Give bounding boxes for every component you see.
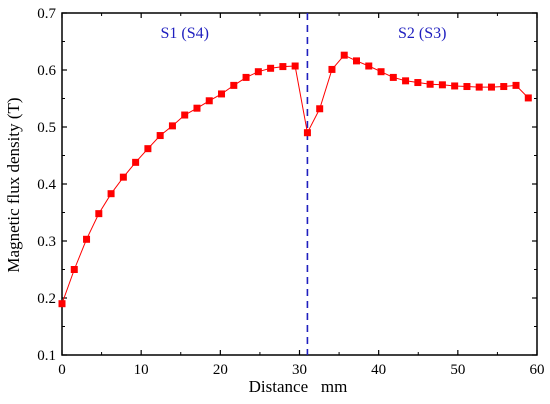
data-point <box>107 190 115 198</box>
data-point <box>426 80 434 88</box>
y-tick-label: 0.6 <box>37 63 56 79</box>
y-tick-label: 0.1 <box>37 348 56 364</box>
data-point <box>438 81 446 89</box>
data-point <box>451 82 459 90</box>
data-point <box>83 235 91 243</box>
data-point <box>132 158 140 166</box>
data-point <box>303 129 311 137</box>
series-line <box>61 54 529 304</box>
y-tick-label: 0.2 <box>37 291 56 307</box>
y-tick-label: 0.3 <box>37 234 56 250</box>
data-point <box>328 65 336 73</box>
region-label-s1: S1 (S4) <box>160 25 208 42</box>
data-point <box>230 81 238 89</box>
data-point <box>267 64 275 72</box>
data-point <box>316 105 324 113</box>
data-point <box>119 173 127 181</box>
x-axis-title: Distance mm <box>249 377 348 396</box>
data-point <box>254 68 262 76</box>
data-point <box>218 90 226 98</box>
data-point <box>475 83 483 91</box>
data-point <box>144 145 152 153</box>
plot-layer: 0 10 20 30 40 50 60 0.1 0.2 0.3 0.4 0.5 0.6 0.7 S1 (S4… <box>37 6 544 378</box>
data-point <box>156 132 164 140</box>
data-point <box>487 83 495 91</box>
data-point <box>95 210 103 218</box>
data-point <box>70 266 78 273</box>
x-tick-label: 40 <box>371 362 386 378</box>
x-tick-label: 20 <box>213 362 228 378</box>
x-tick-label: 0 <box>58 362 66 378</box>
y-tick-label: 0.7 <box>37 6 56 22</box>
data-point <box>193 104 201 112</box>
data-point <box>500 83 508 91</box>
x-tick-label: 50 <box>450 362 465 378</box>
data-point <box>512 81 520 89</box>
data-point <box>181 111 189 119</box>
data-point <box>524 94 532 102</box>
x-tick-label: 10 <box>134 362 149 378</box>
data-point <box>414 79 422 87</box>
y-axis-title: Magnetic flux density (T) <box>4 97 23 272</box>
data-point <box>279 63 287 71</box>
data-point <box>291 62 299 70</box>
data-point <box>377 68 385 76</box>
data-point <box>58 300 66 308</box>
y-tick-label: 0.5 <box>37 120 56 136</box>
data-point <box>389 73 397 81</box>
plot-frame <box>61 12 538 356</box>
data-point <box>340 51 348 59</box>
region-label-s2: S2 (S3) <box>398 25 446 42</box>
y-tick-label: 0.4 <box>37 177 56 193</box>
data-point <box>353 57 360 65</box>
data-point <box>242 73 250 81</box>
data-point <box>402 77 410 85</box>
data-point <box>168 122 176 130</box>
data-point <box>205 97 213 105</box>
x-tick-label: 30 <box>292 362 307 378</box>
x-tick-label: 60 <box>530 362 545 378</box>
data-point <box>463 83 471 91</box>
data-point <box>365 62 373 70</box>
